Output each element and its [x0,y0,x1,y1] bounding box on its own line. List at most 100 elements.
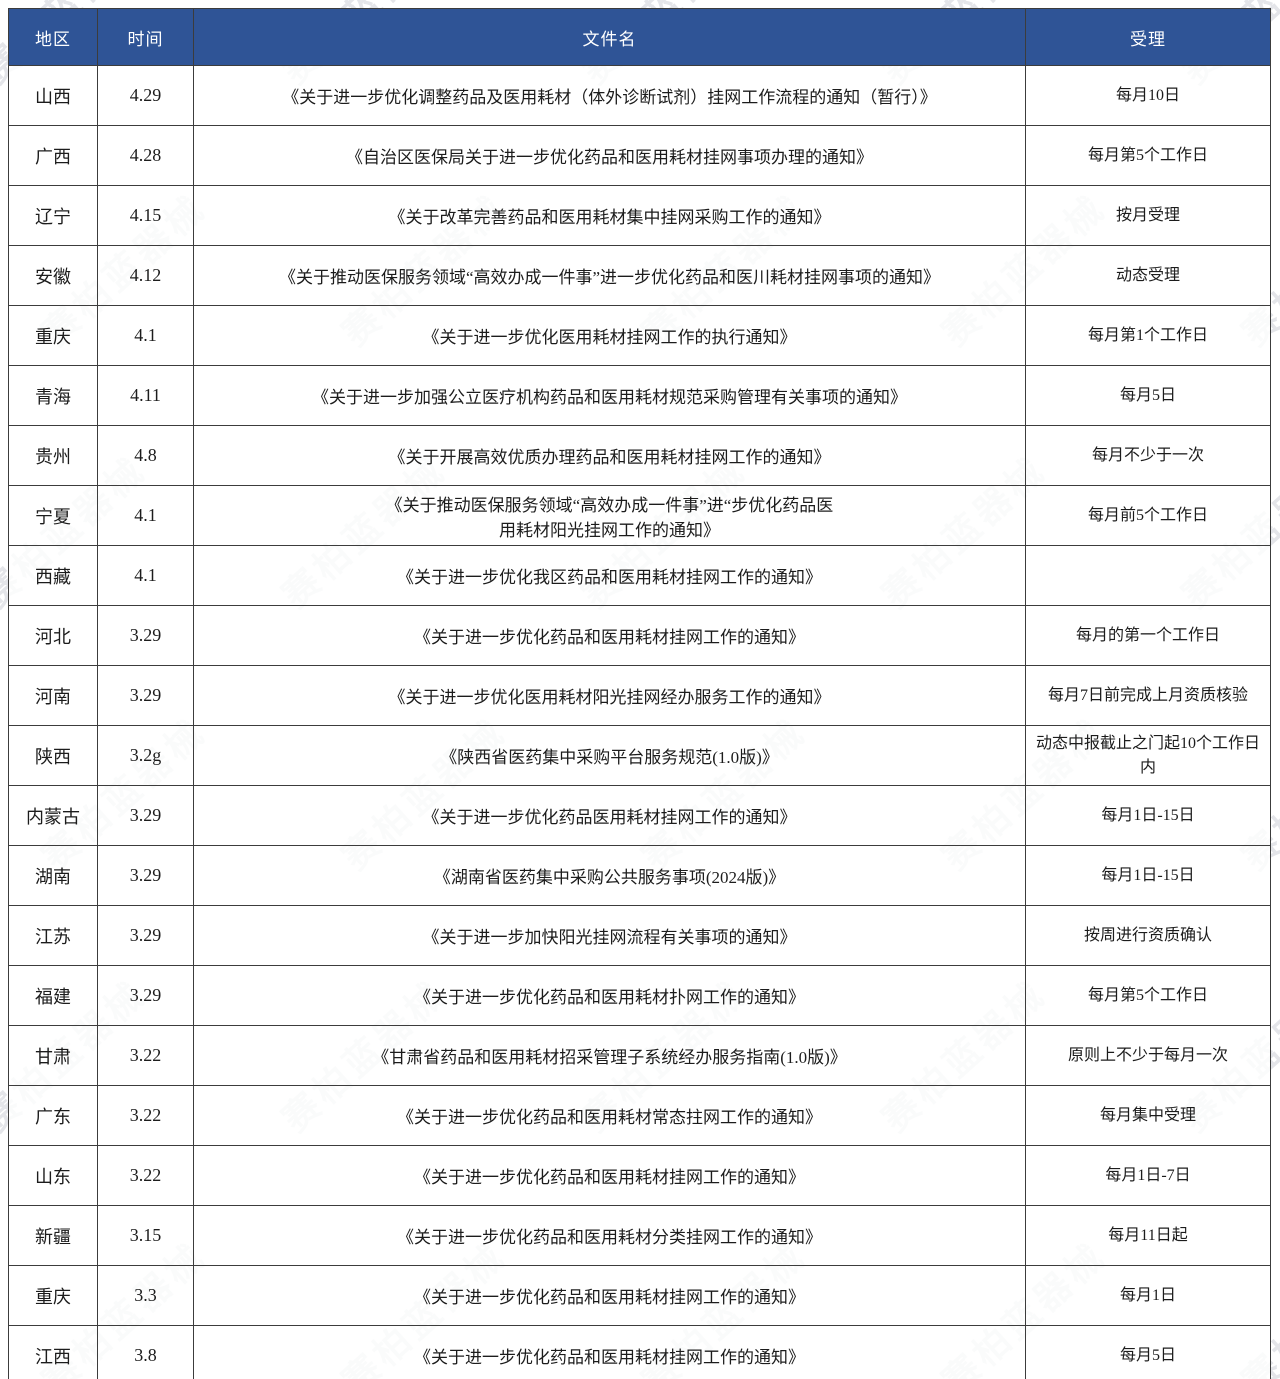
acceptance-cell: 每月11日起 [1025,1205,1271,1266]
acceptance-cell: 每月1日-15日 [1025,845,1271,906]
acceptance-cell: 每月1日 [1025,1265,1271,1326]
acceptance-cell: 原则上不少于每月一次 [1025,1025,1271,1086]
table-row: 江西 3.8 《关于进一步优化药品和医用耗材挂网工作的通知》 每月5日 [8,1325,1271,1379]
region-cell: 广东 [8,1085,98,1146]
filename-cell: 《关于推动医保服务领域“高效办成一件事”进一步优化药品和医川耗材挂网事项的通知》 [193,245,1026,306]
filename-cell: 《关于进一步优化药品和医用耗材挂网工作的通知》 [193,1325,1026,1379]
header-acceptance: 受理 [1025,8,1271,66]
table-body: 山西 4.29 《关于进一步优化调整药品及医用耗材（体外诊断试剂）挂网工作流程的通知… [8,65,1271,1379]
table-row: 山东 3.22 《关于进一步优化药品和医用耗材挂网工作的通知》 每月1日-7日 [8,1145,1271,1206]
date-cell: 3.29 [97,965,194,1026]
filename-cell: 《湖南省医药集中采购公共服务事项(2024版)》 [193,845,1026,906]
region-cell: 新疆 [8,1205,98,1266]
table-header-row: 地区 时间 文件名 受理 [8,8,1271,66]
table-row: 新疆 3.15 《关于进一步优化药品和医用耗材分类挂网工作的通知》 每月11日起 [8,1205,1271,1266]
region-cell: 重庆 [8,305,98,366]
filename-cell: 《关于进一步优化药品和医用耗材挂网工作的通知》 [193,1265,1026,1326]
filename-cell: 《甘肃省药品和医用耗材招采管理子系统经办服务指南(1.0版)》 [193,1025,1026,1086]
table-row: 甘肃 3.22 《甘肃省药品和医用耗材招采管理子系统经办服务指南(1.0版)》 原则上… [8,1025,1271,1086]
acceptance-cell: 每月不少于一次 [1025,425,1271,486]
filename-cell: 《关于进一步加强公立医疗机构药品和医用耗材规范采购管理有关事项的通知》 [193,365,1026,426]
acceptance-cell: 动态中报截止之门起10个工作日内 [1025,725,1271,786]
date-cell: 4.11 [97,365,194,426]
policy-table: 地区 时间 文件名 受理 山西 4.29 《关于进一步优化调整药品及医用耗材（体外诊… [8,8,1271,1379]
filename-cell: 《关于进一步优化药品和医用耗材挂网工作的通知》 [193,605,1026,666]
header-date: 时间 [97,8,194,66]
acceptance-cell: 每月5日 [1025,365,1271,426]
region-cell: 辽宁 [8,185,98,246]
table-row: 青海 4.11 《关于进一步加强公立医疗机构药品和医用耗材规范采购管理有关事项的通知… [8,365,1271,426]
acceptance-cell: 每月第1个工作日 [1025,305,1271,366]
acceptance-cell: 每月第5个工作日 [1025,125,1271,186]
filename-cell: 《关于进一步优化药品和医用耗材扑网工作的通知》 [193,965,1026,1026]
region-cell: 山东 [8,1145,98,1206]
date-cell: 4.1 [97,305,194,366]
region-cell: 重庆 [8,1265,98,1326]
table-row: 山西 4.29 《关于进一步优化调整药品及医用耗材（体外诊断试剂）挂网工作流程的通知… [8,65,1271,126]
region-cell: 西藏 [8,545,98,606]
table-row: 广东 3.22 《关于进一步优化药品和医用耗材常态拄网工作的通知》 每月集中受理 [8,1085,1271,1146]
filename-cell: 《关于推动医保服务领域“高效办成一件事”进“步优化药品医 用耗材阳光挂网工作的通… [193,485,1026,546]
table-row: 河南 3.29 《关于进一步优化医用耗材阳光挂网经办服务工作的通知》 每月7日前完成上… [8,665,1271,726]
region-cell: 贵州 [8,425,98,486]
filename-cell: 《自治区医保局关于进一步优化药品和医用耗材挂网事项办理的通知》 [193,125,1026,186]
filename-cell: 《关于开展高效优质办理药品和医用耗材挂网工作的通知》 [193,425,1026,486]
table-row: 重庆 4.1 《关于进一步优化医用耗材挂网工作的执行通知》 每月第1个工作日 [8,305,1271,366]
region-cell: 福建 [8,965,98,1026]
date-cell: 3.22 [97,1145,194,1206]
table-row: 湖南 3.29 《湖南省医药集中采购公共服务事项(2024版)》 每月1日-15日 [8,845,1271,906]
filename-cell: 《关于进一步优化我区药品和医用耗材挂网工作的通知》 [193,545,1026,606]
date-cell: 3.2g [97,725,194,786]
region-cell: 山西 [8,65,98,126]
date-cell: 4.12 [97,245,194,306]
filename-cell: 《关于进一步优化药品和医用耗材挂网工作的通知》 [193,1145,1026,1206]
region-cell: 江西 [8,1325,98,1379]
date-cell: 3.29 [97,905,194,966]
table-row: 陕西 3.2g 《陕西省医药集中采购平台服务规范(1.0版)》 动态中报截止之门起10… [8,725,1271,786]
region-cell: 湖南 [8,845,98,906]
date-cell: 4.1 [97,545,194,606]
region-cell: 甘肃 [8,1025,98,1086]
filename-cell: 《关于进一步优化医用耗材阳光挂网经办服务工作的通知》 [193,665,1026,726]
acceptance-cell: 动态受理 [1025,245,1271,306]
date-cell: 3.8 [97,1325,194,1379]
table-row: 贵州 4.8 《关于开展高效优质办理药品和医用耗材挂网工作的通知》 每月不少于一次 [8,425,1271,486]
date-cell: 3.29 [97,665,194,726]
table-row: 宁夏 4.1 《关于推动医保服务领域“高效办成一件事”进“步优化药品医 用耗材阳光挂… [8,485,1271,546]
date-cell: 3.3 [97,1265,194,1326]
acceptance-cell: 每月10日 [1025,65,1271,126]
date-cell: 4.15 [97,185,194,246]
table-row: 西藏 4.1 《关于进一步优化我区药品和医用耗材挂网工作的通知》 [8,545,1271,606]
date-cell: 3.22 [97,1025,194,1086]
region-cell: 河北 [8,605,98,666]
table-row: 福建 3.29 《关于进一步优化药品和医用耗材扑网工作的通知》 每月第5个工作日 [8,965,1271,1026]
acceptance-cell: 按月受理 [1025,185,1271,246]
acceptance-cell: 每月的第一个工作日 [1025,605,1271,666]
filename-cell: 《关于进一步优化药品和医用耗材常态拄网工作的通知》 [193,1085,1026,1146]
date-cell: 4.28 [97,125,194,186]
region-cell: 江苏 [8,905,98,966]
acceptance-cell [1025,545,1271,606]
date-cell: 4.8 [97,425,194,486]
date-cell: 4.29 [97,65,194,126]
header-filename: 文件名 [193,8,1026,66]
acceptance-cell: 每月前5个工作日 [1025,485,1271,546]
filename-cell: 《关于进一步加快阳光挂网流程有关事项的通知》 [193,905,1026,966]
table-row: 江苏 3.29 《关于进一步加快阳光挂网流程有关事项的通知》 按周进行资质确认 [8,905,1271,966]
table-row: 内蒙古 3.29 《关于进一步优化药品医用耗材挂网工作的通知》 每月1日-15日 [8,785,1271,846]
filename-cell: 《关于进一步优化药品医用耗材挂网工作的通知》 [193,785,1026,846]
date-cell: 3.29 [97,785,194,846]
date-cell: 3.29 [97,605,194,666]
acceptance-cell: 每月集中受理 [1025,1085,1271,1146]
header-region: 地区 [8,8,98,66]
filename-cell: 《关于改革完善药品和医用耗材集中挂网采购工作的通知》 [193,185,1026,246]
date-cell: 3.29 [97,845,194,906]
filename-cell: 《关于进一步优化药品和医用耗材分类挂网工作的通知》 [193,1205,1026,1266]
filename-cell: 《关于进一步优化调整药品及医用耗材（体外诊断试剂）挂网工作流程的通知（暂行）》 [193,65,1026,126]
region-cell: 内蒙古 [8,785,98,846]
region-cell: 宁夏 [8,485,98,546]
region-cell: 河南 [8,665,98,726]
region-cell: 陕西 [8,725,98,786]
table-row: 辽宁 4.15 《关于改革完善药品和医用耗材集中挂网采购工作的通知》 按月受理 [8,185,1271,246]
acceptance-cell: 按周进行资质确认 [1025,905,1271,966]
